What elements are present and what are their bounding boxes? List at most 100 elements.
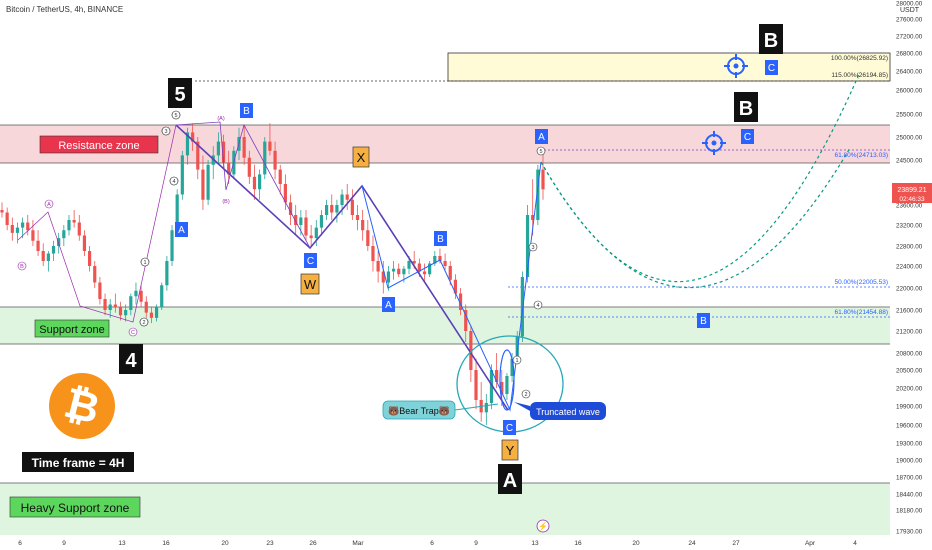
y-tick-label: 21200.00: [896, 329, 923, 336]
blue-label-C: C: [503, 420, 516, 435]
candle-body: [531, 215, 535, 220]
x-tick-label: 9: [474, 540, 478, 547]
x-tick-label: 4: [853, 540, 857, 547]
subwave-label: (A): [217, 116, 225, 122]
candle-body: [247, 157, 251, 177]
bear-trap-callout: 🐻Bear Trap🐻: [382, 400, 456, 420]
candle-body: [67, 220, 71, 231]
candle-body: [144, 301, 148, 313]
x-tick-label: 13: [531, 540, 539, 547]
x-tick-label: 9: [62, 540, 66, 547]
candle-body: [273, 150, 277, 170]
blue-label-A: A: [382, 297, 395, 312]
svg-text:(A): (A): [217, 116, 225, 122]
heavy-support-zone-label: Heavy Support zone: [9, 496, 141, 518]
candle-body: [402, 268, 406, 275]
blue-label-B: B: [434, 231, 447, 246]
candle-body: [242, 137, 246, 158]
svg-text:5: 5: [539, 149, 542, 155]
subwave-label: 1: [512, 355, 522, 365]
svg-text:B: B: [243, 106, 250, 117]
candle-body: [36, 240, 40, 251]
wave-label-5: 5: [168, 78, 192, 108]
x-tick-label: 20: [632, 540, 640, 547]
y-tick-label: 27200.00: [896, 34, 923, 41]
candle-body: [458, 293, 463, 310]
chart-title: Bitcoin / TetherUS, 4h, BINANCE: [6, 5, 123, 14]
candle-body: [407, 261, 411, 269]
subwave-label: C: [128, 327, 138, 337]
svg-text:A: A: [47, 202, 51, 208]
svg-text:⚡: ⚡: [538, 521, 548, 531]
svg-text:(B): (B): [222, 199, 230, 205]
x-tick-label: 13: [118, 540, 126, 547]
wave-label-A-major: A: [498, 464, 522, 494]
candle-body: [10, 225, 14, 233]
tradingview-flash-icon[interactable]: ⚡: [536, 519, 550, 533]
candle-body: [350, 199, 354, 215]
y-tick-label: 21600.00: [896, 308, 923, 315]
svg-text:B: B: [20, 264, 24, 270]
candle-body: [438, 256, 442, 261]
svg-text:A: A: [385, 300, 392, 311]
y-tick-label: 22400.00: [896, 264, 923, 271]
x-tick-label: 6: [18, 540, 22, 547]
x-tick-label: Mar: [352, 540, 364, 547]
projection-path-1: [540, 147, 851, 289]
candle-body: [397, 268, 401, 275]
x-tick-label: 16: [574, 540, 582, 547]
y-tick-label: 20200.00: [896, 386, 923, 393]
target-icon: [702, 131, 726, 155]
wave-label-X: X: [352, 146, 370, 168]
truncated-ellipse: [499, 349, 515, 411]
subwave-label: 4: [533, 300, 543, 310]
candle-body: [345, 194, 349, 200]
candle-body: [129, 296, 133, 310]
candle-body: [366, 230, 370, 246]
fib-50-label: 50.00%(22005.53): [835, 279, 889, 286]
current-price-badge: 23899.21 02:46:33: [892, 183, 932, 203]
fib-100-label: 100.00%(26825.92): [831, 55, 888, 62]
candle-body: [422, 271, 427, 275]
svg-text:02:46:33: 02:46:33: [899, 196, 925, 203]
svg-text:C: C: [506, 423, 513, 434]
blue-label-C: C: [765, 60, 778, 75]
subwave-label: 3: [528, 242, 538, 252]
svg-text:C: C: [744, 132, 751, 143]
wave-line-purple-left: [17, 124, 177, 323]
svg-text:2: 2: [142, 320, 145, 326]
subwave-label: 2: [521, 389, 531, 399]
candle-body: [93, 266, 97, 283]
y-tick-label: 25000.00: [896, 135, 923, 142]
svg-text:5: 5: [174, 84, 185, 106]
candle-body: [500, 382, 504, 394]
candle-body: [201, 169, 205, 200]
candle-body: [314, 227, 318, 239]
y-tick-label: 19900.00: [896, 404, 923, 411]
candle-body: [170, 230, 174, 261]
wave-label-Y: Y: [501, 439, 519, 461]
y-tick-label: 25500.00: [896, 112, 923, 119]
candle-body: [412, 261, 416, 264]
candle-body: [185, 132, 190, 156]
candle-body: [283, 184, 287, 203]
candle-body: [536, 169, 540, 220]
y-tick-label: 28000.00: [896, 1, 923, 8]
candle-body: [469, 331, 473, 370]
x-axis[interactable]: 6 9 13 16 20 23 26 Mar 6 9 13 16 20 24 27 Apr 4: [18, 540, 857, 547]
y-tick-label: 19300.00: [896, 441, 923, 448]
wave-label-4: 4: [119, 344, 143, 374]
blue-label-A: A: [175, 222, 188, 237]
candle-body: [304, 217, 308, 236]
candle-body: [417, 263, 421, 272]
svg-text:Y: Y: [506, 443, 515, 458]
candle-body: [103, 299, 107, 310]
candle-body: [335, 205, 339, 213]
candle-body: [299, 217, 303, 225]
svg-text:5: 5: [174, 113, 177, 119]
y-axis[interactable]: 17930.00 18180.00 18440.00 18700.00 19000.00…: [896, 1, 923, 536]
candle-body: [31, 230, 35, 241]
subwave-label: 4: [169, 176, 179, 186]
wave-label-B-major: B: [734, 92, 758, 122]
